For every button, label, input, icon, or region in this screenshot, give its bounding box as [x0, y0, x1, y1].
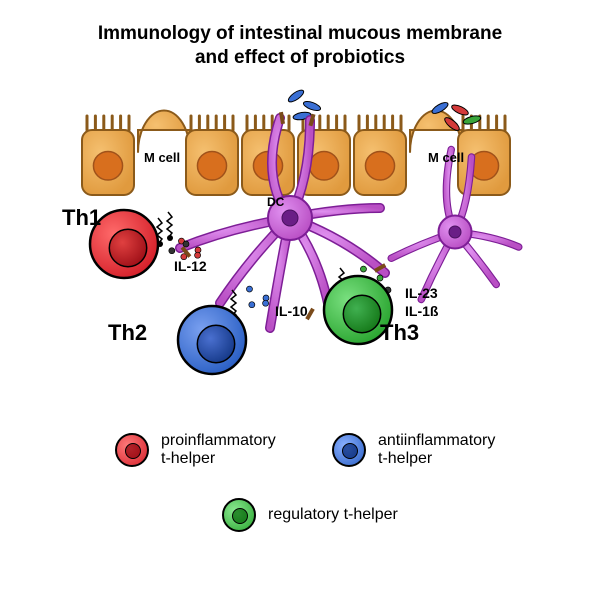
legend-reg: regulatory t-helper: [222, 498, 398, 532]
legend-pro-text: proinflammatory t-helper: [161, 432, 276, 467]
label-il10: IL-10: [275, 303, 308, 319]
swatch-reg: [222, 498, 256, 532]
swatch-pro: [115, 433, 149, 467]
swatch-anti: [332, 433, 366, 467]
legend-anti-text: antiinflammatory t-helper: [378, 432, 495, 467]
label-th2: Th2: [108, 320, 147, 346]
legend-reg-text: regulatory t-helper: [268, 506, 398, 524]
label-dc: DC: [267, 195, 284, 209]
legend-pro: proinflammatory t-helper: [115, 432, 276, 467]
label-il1b: IL-1ß: [405, 303, 438, 319]
legend-anti: antiinflammatory t-helper: [332, 432, 495, 467]
label-th1: Th1: [62, 205, 101, 231]
label-th3: Th3: [380, 320, 419, 346]
label-mcell-1: M cell: [144, 150, 180, 165]
label-il23: IL-23: [405, 285, 438, 301]
label-mcell-2: M cell: [428, 150, 464, 165]
label-il12: IL-12: [174, 258, 207, 274]
